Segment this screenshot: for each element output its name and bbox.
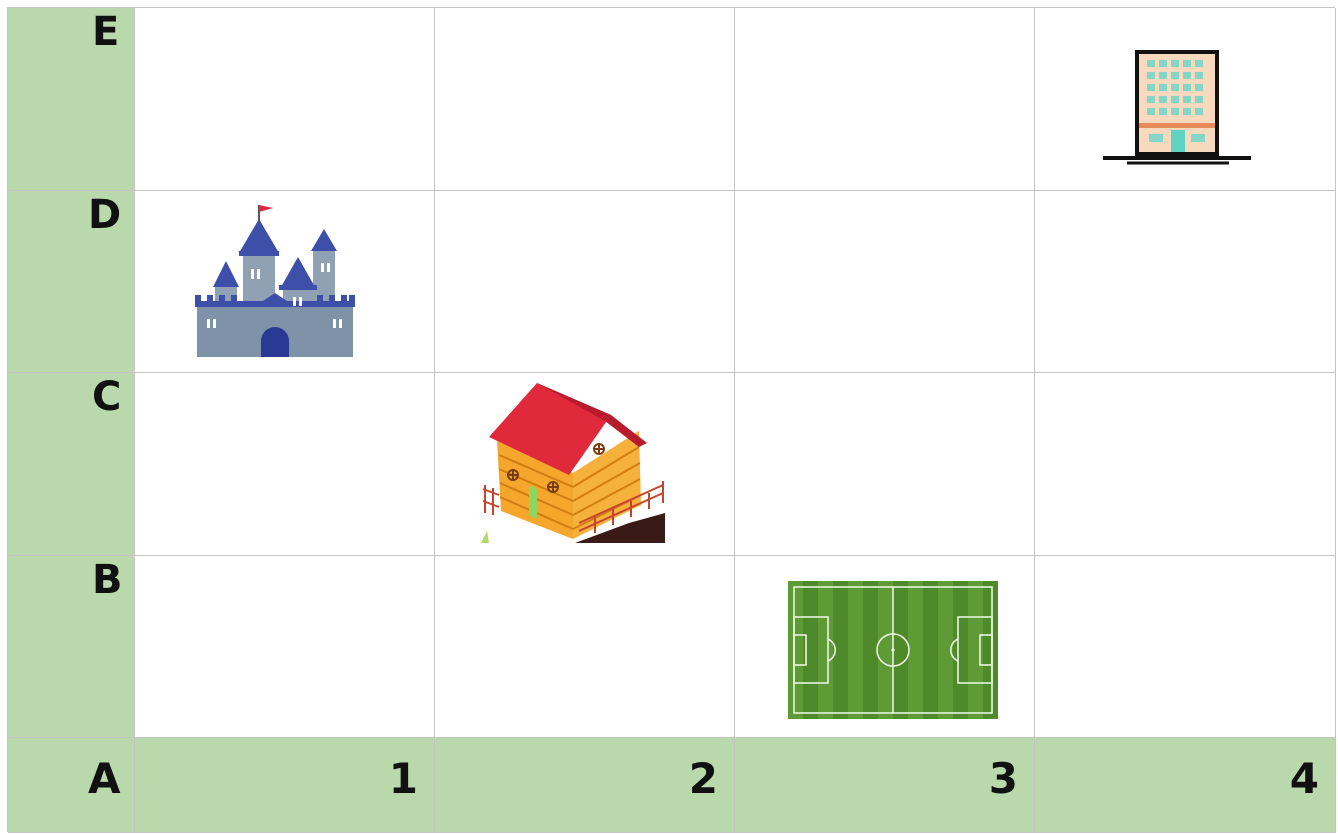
row-label-e: E [92,9,120,55]
office-building-icon [1103,50,1251,165]
col-header-4: 4 [1035,738,1336,833]
cell-d2 [435,191,735,373]
row-header-e: E [8,8,135,191]
col-header-2: 2 [435,738,735,833]
map-grid: E D [7,7,1336,833]
cell-d1 [135,191,435,373]
cell-c1 [135,373,435,556]
cell-c3 [735,373,1035,556]
col-label-4: 4 [1289,754,1319,803]
cell-e4 [1035,8,1336,191]
col-label-2: 2 [688,754,718,803]
row-label-d: D [88,192,122,238]
row-header-d: D [8,191,135,373]
col-label-3: 3 [988,754,1018,803]
cell-e2 [435,8,735,191]
col-header-1: 1 [135,738,435,833]
house-icon [481,383,665,543]
cell-c2 [435,373,735,556]
cell-d3 [735,191,1035,373]
row-label-a: A [88,754,121,803]
cell-b2 [435,556,735,738]
cell-b4 [1035,556,1336,738]
row-header-b: B [8,556,135,738]
cell-e3 [735,8,1035,191]
row-label-b: B [92,557,123,603]
col-header-3: 3 [735,738,1035,833]
cell-c4 [1035,373,1336,556]
cell-b1 [135,556,435,738]
row-label-c: C [92,374,122,420]
col-label-1: 1 [388,754,418,803]
row-header-c: C [8,373,135,556]
cell-b3 [735,556,1035,738]
castle-icon [195,205,355,357]
corner-header-a: A [8,738,135,833]
cell-d4 [1035,191,1336,373]
cell-e1 [135,8,435,191]
football-field-icon [788,581,998,719]
